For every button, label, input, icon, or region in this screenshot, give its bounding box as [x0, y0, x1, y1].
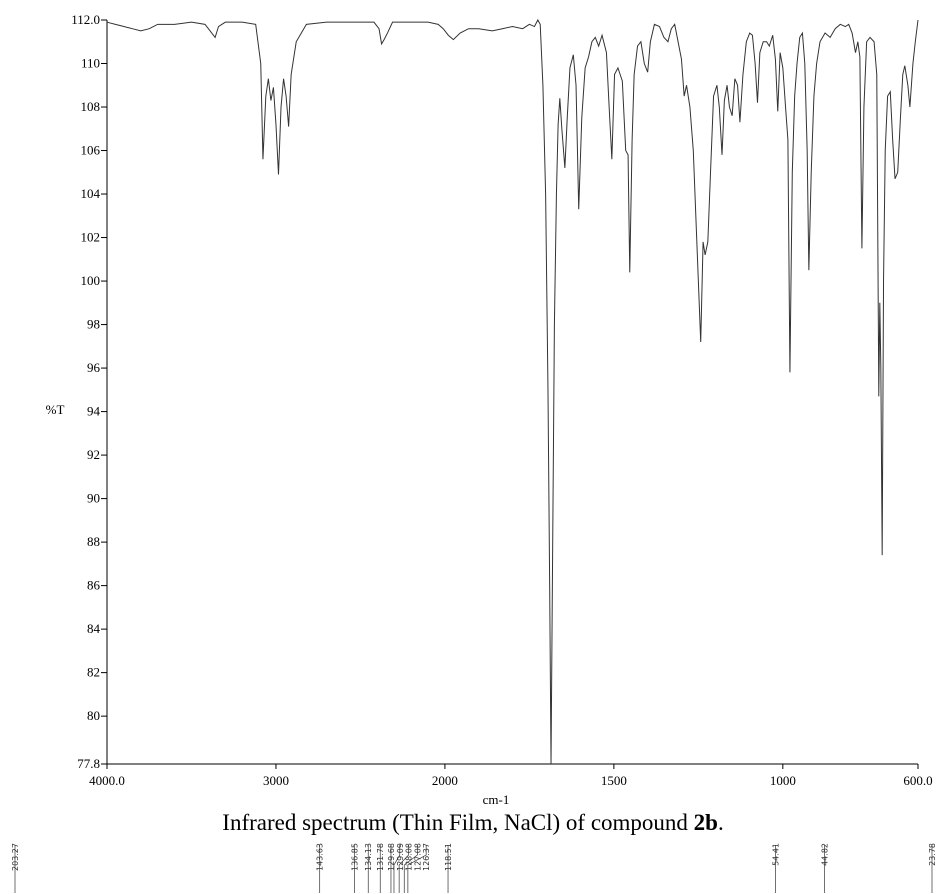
nmr-peak-tick	[393, 845, 401, 893]
y-tick-label: 104	[81, 186, 101, 201]
y-tick-label: 110	[81, 56, 100, 71]
nmr-peak-label: 128.08	[405, 843, 414, 871]
nmr-peak-label: 131.78	[376, 843, 385, 871]
nmr-peak-label: 118.51	[444, 843, 453, 871]
nmr-peak-tick	[398, 845, 409, 893]
y-tick-label: 112.0	[71, 12, 100, 27]
nmr-peak-label: 44.82	[821, 843, 830, 866]
spectrum-line	[106, 18, 919, 765]
x-tick-label: 3000	[263, 773, 289, 788]
x-tick-label: 4000.0	[89, 773, 125, 788]
x-tick-label: 1000	[770, 773, 796, 788]
y-tick-label: 102	[81, 230, 101, 245]
nmr-peak-tick	[407, 845, 427, 893]
y-tick-label: 80	[87, 708, 100, 723]
y-tick-label: 106	[81, 143, 101, 158]
y-tick-label: 92	[87, 447, 100, 462]
nmr-peak-label: 134.13	[364, 843, 373, 871]
nmr-peak-label: 126.37	[422, 843, 431, 871]
y-tick-label: 88	[87, 534, 100, 549]
caption-text: Infrared spectrum (Thin Film, NaCl) of c…	[222, 810, 693, 835]
nmr-peak-label: 54.41	[772, 843, 781, 866]
y-tick-label: 84	[87, 621, 101, 636]
caption-compound: 2b	[694, 810, 718, 835]
x-tick-label: 2000	[432, 773, 458, 788]
nmr-peak-label: 129.68	[387, 843, 396, 871]
y-tick-label: 77.8	[77, 756, 100, 771]
y-tick-label: 94	[87, 404, 101, 419]
x-tick-label: 1500	[601, 773, 627, 788]
nmr-peak-label: 203.27	[11, 843, 20, 871]
nmr-peak-tick	[403, 845, 418, 893]
y-tick-label: 82	[87, 665, 100, 680]
y-axis-label: %T	[46, 402, 65, 417]
nmr-peak-label: 143.63	[316, 843, 325, 871]
nmr-peak-label: 23.78	[928, 843, 937, 866]
x-axis-label: cm-1	[483, 792, 510, 807]
y-tick-label: 86	[87, 578, 101, 593]
caption: Infrared spectrum (Thin Film, NaCl) of c…	[222, 810, 723, 835]
nmr-peak-label: 127.08	[413, 843, 422, 871]
x-tick-label: 600.0	[903, 773, 932, 788]
nmr-peak-label: 129.09	[396, 843, 405, 871]
y-tick-label: 100	[81, 273, 101, 288]
y-tick-label: 98	[87, 317, 100, 332]
y-tick-label: 108	[81, 99, 101, 114]
y-tick-label: 90	[87, 491, 100, 506]
nmr-peak-label: 136.85	[350, 843, 359, 871]
y-tick-label: 96	[87, 360, 101, 375]
caption-end: .	[718, 810, 724, 835]
